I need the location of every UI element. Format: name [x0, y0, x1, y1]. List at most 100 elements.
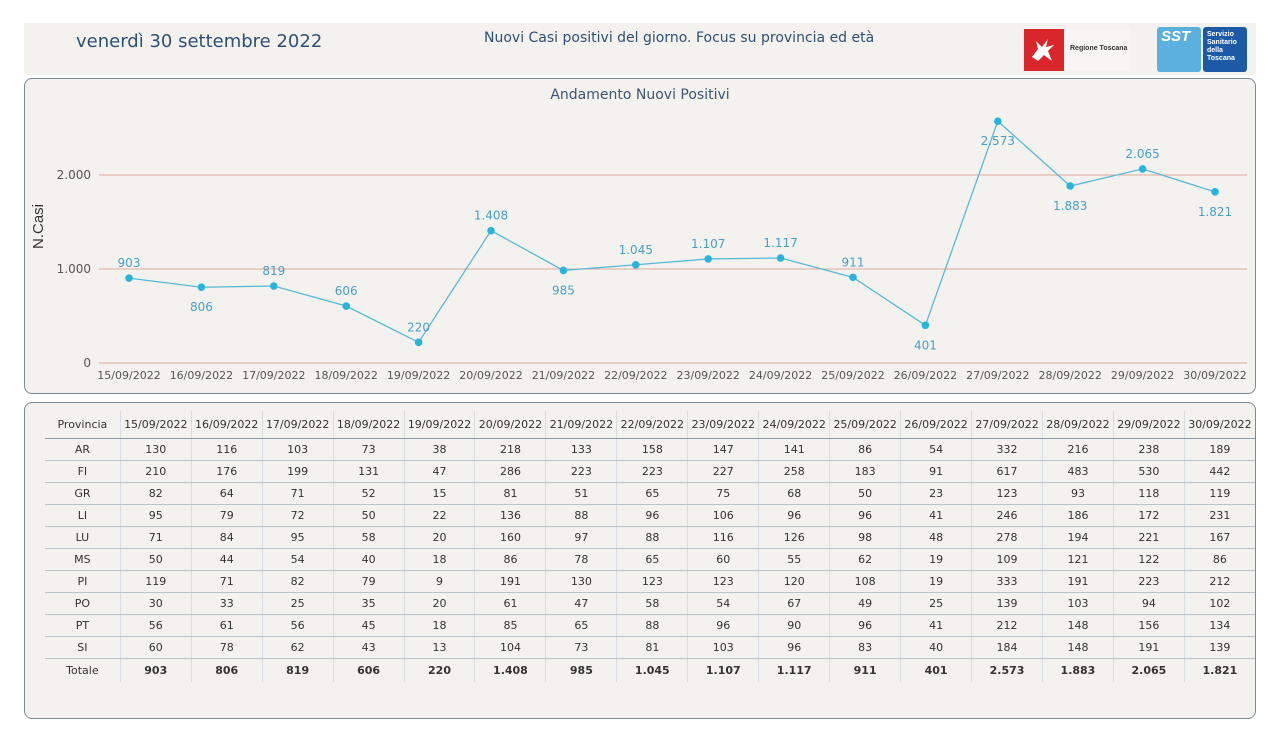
value-cell: 130 [545, 570, 617, 593]
value-cell: 126 [758, 526, 830, 549]
data-label: 1.117 [763, 236, 797, 250]
x-tick-label: 19/09/2022 [387, 369, 450, 382]
value-cell: 189 [1183, 438, 1255, 461]
data-label: 2.573 [981, 134, 1015, 148]
table-row: MS 50 44 54 40 18 86 78 65 60 55 62 19 109 121 122 86 [45, 548, 1255, 571]
value-cell: 50 [119, 548, 192, 571]
value-cell: 65 [616, 482, 688, 505]
data-point [197, 283, 206, 292]
value-cell: 40 [900, 636, 972, 659]
value-cell: 148 [1041, 614, 1114, 637]
column-header-date: 23/09/2022 [687, 411, 759, 439]
value-cell: 148 [1041, 636, 1114, 659]
value-cell: 50 [332, 504, 405, 527]
total-cell: 985 [545, 658, 617, 682]
column-header-date: 19/09/2022 [403, 411, 475, 439]
data-point [849, 273, 857, 282]
value-cell: 223 [1112, 570, 1185, 593]
total-cell: 1.883 [1041, 658, 1114, 682]
value-cell: 54 [261, 548, 334, 571]
value-cell: 86 [829, 438, 901, 461]
value-cell: 54 [687, 592, 759, 615]
data-label: 903 [118, 256, 141, 270]
value-cell: 258 [758, 460, 830, 483]
value-cell: 84 [190, 526, 263, 549]
column-header-date: 21/09/2022 [545, 411, 617, 439]
total-cell: 2.065 [1112, 658, 1185, 682]
value-cell: 55 [758, 548, 830, 571]
data-label: 1.408 [474, 209, 508, 223]
x-tick-label: 21/09/2022 [532, 369, 595, 382]
value-cell: 96 [758, 636, 830, 659]
value-cell: 88 [616, 614, 688, 637]
value-cell: 119 [119, 570, 192, 593]
value-cell: 442 [1183, 460, 1255, 483]
province-cell: PO [45, 592, 121, 615]
value-cell: 9 [403, 570, 475, 593]
total-cell: 401 [900, 658, 972, 682]
value-cell: 79 [332, 570, 405, 593]
data-point [776, 254, 785, 262]
x-tick-label: 29/09/2022 [1111, 369, 1174, 382]
y-tick-label: 2.000 [57, 168, 91, 182]
x-tick-label: 17/09/2022 [242, 369, 305, 382]
total-cell: 806 [190, 658, 263, 682]
value-cell: 191 [1041, 570, 1114, 593]
value-cell: 82 [119, 482, 192, 505]
value-cell: 88 [616, 526, 688, 549]
table-row: PI 119 71 82 79 9 191 130 123 123 120 108 19 333 191 22… [45, 570, 1255, 593]
x-tick-label: 15/09/2022 [97, 369, 160, 382]
table-row: LU 71 84 95 58 20 160 97 88 116 126 98 48 278 194 221 16… [45, 526, 1255, 549]
series-line [128, 120, 1216, 344]
value-cell: 160 [474, 526, 546, 549]
value-cell: 134 [1183, 614, 1255, 637]
value-cell: 60 [119, 636, 192, 659]
value-cell: 43 [332, 636, 405, 659]
value-cell: 116 [687, 526, 759, 549]
value-cell: 56 [119, 614, 192, 637]
value-cell: 71 [190, 570, 263, 593]
data-label: 985 [552, 283, 575, 297]
value-cell: 106 [687, 504, 759, 527]
report-date: venerdì 30 settembre 2022 [76, 31, 323, 52]
regione-toscana-logo: Regione Toscana [1024, 29, 1130, 71]
value-cell: 81 [474, 482, 546, 505]
total-cell: 911 [829, 658, 901, 682]
value-cell: 62 [829, 548, 901, 571]
table-row: GR 82 64 71 52 15 81 51 65 75 68 50 23 123 93 118 119 [45, 482, 1255, 505]
value-cell: 130 [119, 438, 192, 461]
value-cell: 184 [971, 636, 1043, 659]
value-cell: 60 [687, 548, 759, 571]
value-cell: 71 [261, 482, 334, 505]
value-cell: 617 [971, 460, 1043, 483]
value-cell: 123 [616, 570, 688, 593]
column-header-date: 24/09/2022 [758, 411, 830, 439]
value-cell: 120 [758, 570, 830, 593]
data-point [1211, 188, 1219, 196]
value-cell: 221 [1112, 526, 1185, 549]
value-cell: 238 [1112, 438, 1185, 461]
value-cell: 286 [474, 460, 546, 483]
chart-panel: Andamento Nuovi Positivi N.Casi 0 1.000 2.… [24, 78, 1256, 394]
value-cell: 38 [403, 438, 475, 461]
value-cell: 133 [545, 438, 617, 461]
column-header-date: 26/09/2022 [900, 411, 972, 439]
value-cell: 96 [829, 614, 901, 637]
value-cell: 191 [1112, 636, 1185, 659]
table-row: AR 130 116 103 73 38 218 133 158 147 141 86 54 332 216… [45, 438, 1255, 461]
table-panel: Provincia 15/09/2022 16/09/2022 17/09/2022 1… [24, 402, 1256, 719]
value-cell: 95 [119, 504, 192, 527]
value-cell: 35 [332, 592, 405, 615]
sst-image: SST [1157, 27, 1201, 72]
value-cell: 223 [545, 460, 617, 483]
value-cell: 52 [332, 482, 405, 505]
value-cell: 94 [1112, 592, 1185, 615]
value-cell: 131 [332, 460, 405, 483]
value-cell: 25 [900, 592, 972, 615]
value-cell: 96 [758, 504, 830, 527]
report-title: Nuovi Casi positivi del giorno. Focus su… [484, 30, 875, 46]
value-cell: 227 [687, 460, 759, 483]
column-header-date: 18/09/2022 [332, 411, 405, 439]
value-cell: 186 [1041, 504, 1114, 527]
value-cell: 58 [616, 592, 688, 615]
